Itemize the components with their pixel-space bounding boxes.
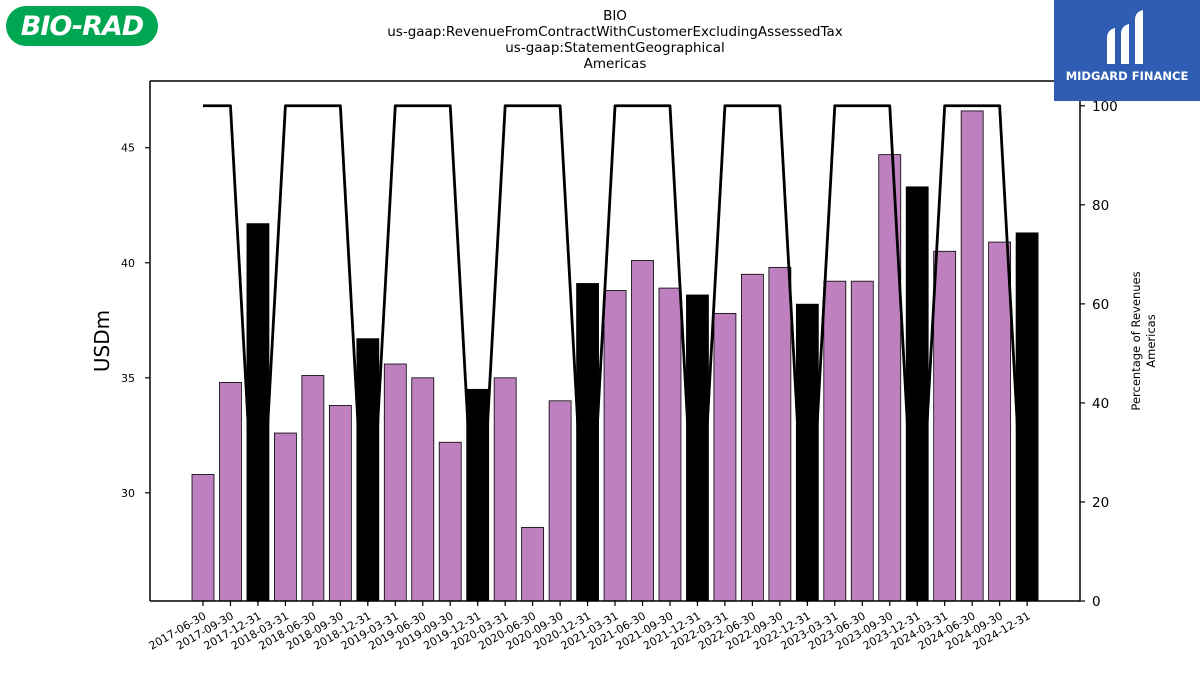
percentage-line [203,104,1029,603]
y-right-tick-label: 100 [1092,99,1118,115]
bar-2021-06-30 [631,260,654,602]
bar-2022-06-30 [741,273,764,602]
y-tick-label: 45 [121,142,135,155]
title-line-1: BIO [603,8,627,24]
bar-2020-06-30 [521,526,545,602]
bar-2021-03-31 [603,289,627,602]
title-line-3: us-gaap:StatementGeographical [505,40,724,56]
midgard-mark-icon [1107,10,1143,64]
y-tick-label: 35 [121,372,135,385]
y-right-tick-label: 60 [1092,297,1109,313]
bar-2017-09-30 [219,382,242,602]
y-tick-label: 40 [121,257,135,270]
bar-2022-03-31 [713,312,737,602]
bar-2019-12-31 [466,388,490,602]
bio-rad-logo-text: BIO-RAD [20,10,144,42]
bar-2023-12-31 [905,186,929,602]
bar-series [191,110,1039,602]
y-tick-label: 30 [121,487,135,500]
bar-2019-06-30 [411,377,435,602]
chart-title: BIO us-gaap:RevenueFromContractWithCusto… [387,8,843,72]
bar-2021-09-30 [658,287,682,602]
bar-2018-03-31 [274,432,297,602]
bar-2023-03-31 [823,280,847,602]
y-axis-right-label-line-2: Americas [1144,314,1158,367]
percentage-line-series [203,104,1029,603]
bar-2018-06-30 [301,375,325,602]
y-right-tick-label: 80 [1092,198,1109,214]
bar-2024-06-30 [960,110,984,602]
midgard-finance-logo-text: MIDGARD FINANCE [1065,69,1189,83]
bar-2020-03-31 [493,377,517,602]
y-axis-right-label-line-1: Percentage of Revenues [1129,271,1143,410]
bar-2017-12-31 [246,223,270,602]
y-right-tick-label: 40 [1092,396,1109,412]
bar-2023-06-30 [850,280,874,602]
title-line-4: Americas [584,56,647,72]
bio-rad-logo: BIO-RAD [6,6,158,46]
bar-2024-12-31 [1015,232,1039,602]
y-right-tick-label: 0 [1092,594,1101,610]
bar-2024-03-31 [933,250,957,602]
bar-2019-03-31 [383,363,407,602]
bar-2024-09-30 [988,241,1012,602]
y-right-tick-label: 20 [1092,495,1109,511]
bar-2017-06-30 [191,474,215,602]
midgard-finance-logo: MIDGARD FINANCE [1054,0,1200,101]
y-axis-label: USDm [90,310,114,372]
bar-2022-09-30 [768,266,792,602]
bar-2019-09-30 [438,441,462,602]
title-line-2: us-gaap:RevenueFromContractWithCustomerE… [387,24,843,40]
bar-2020-09-30 [548,400,572,602]
bar-2018-09-30 [328,405,352,602]
